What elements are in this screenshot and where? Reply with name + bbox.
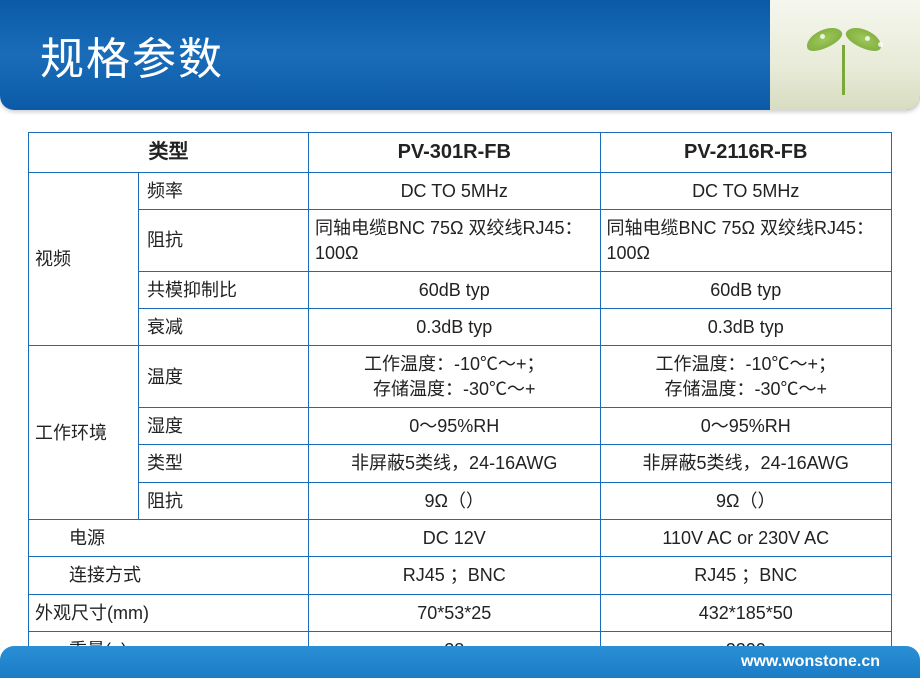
table-row: 湿度 0～95%RH 0～95%RH: [29, 408, 892, 445]
footer-bar: www.wonstone.cn: [0, 646, 920, 678]
table-row: 类型 非屏蔽5类线，24-16AWG 非屏蔽5类线，24-16AWG: [29, 445, 892, 482]
row-conn-a: RJ45 ；BNC: [309, 557, 601, 594]
row-imp-b: 同轴电缆BNC 75Ω 双绞线RJ45：100Ω: [600, 210, 892, 272]
row-cmrr-a: 60dB typ: [309, 271, 601, 308]
header-bar: 规格参数: [0, 0, 920, 110]
row-freq-b: DC TO 5MHz: [600, 173, 892, 210]
row-conn-b: RJ45 ；BNC: [600, 557, 892, 594]
table-row: 共模抑制比 60dB typ 60dB typ: [29, 271, 892, 308]
spec-table-container: 类型 PV-301R-FB PV-2116R-FB 视频 频率 DC TO 5M…: [0, 110, 920, 669]
row-cmrr-label: 共模抑制比: [139, 271, 309, 308]
row-ctype-b: 非屏蔽5类线，24-16AWG: [600, 445, 892, 482]
table-row: 阻抗 9Ω（） 9Ω（）: [29, 482, 892, 519]
col-model-b: PV-2116R-FB: [600, 133, 892, 173]
row-humid-a: 0～95%RH: [309, 408, 601, 445]
table-row: 工作环境 温度 工作温度：-10℃～+； 存储温度：-30℃～+ 工作温度：-1…: [29, 346, 892, 408]
table-row: 衰减 0.3dB typ 0.3dB typ: [29, 309, 892, 346]
section-video-label: 视频: [29, 173, 139, 346]
row-size-b: 432*185*50: [600, 594, 892, 631]
spec-table: 类型 PV-301R-FB PV-2116R-FB 视频 频率 DC TO 5M…: [28, 132, 892, 669]
table-header-row: 类型 PV-301R-FB PV-2116R-FB: [29, 133, 892, 173]
row-freq-label: 频率: [139, 173, 309, 210]
row-ctype-a: 非屏蔽5类线，24-16AWG: [309, 445, 601, 482]
page-title: 规格参数: [0, 23, 224, 87]
row-temp-b: 工作温度：-10℃～+； 存储温度：-30℃～+: [600, 346, 892, 408]
row-power-label: 电源: [29, 519, 309, 556]
row-imp-a: 同轴电缆BNC 75Ω 双绞线RJ45：100Ω: [309, 210, 601, 272]
row-atten-label: 衰减: [139, 309, 309, 346]
table-row: 视频 频率 DC TO 5MHz DC TO 5MHz: [29, 173, 892, 210]
row-atten-b: 0.3dB typ: [600, 309, 892, 346]
row-power-b: 110V AC or 230V AC: [600, 519, 892, 556]
row-size-label: 外观尺寸(mm): [29, 594, 309, 631]
header-decorative-image: [770, 0, 920, 110]
row-cmrr-b: 60dB typ: [600, 271, 892, 308]
row-temp-a: 工作温度：-10℃～+； 存储温度：-30℃～+: [309, 346, 601, 408]
row-cimp-b: 9Ω（）: [600, 482, 892, 519]
row-temp-label: 温度: [139, 346, 309, 408]
table-row: 外观尺寸(mm) 70*53*25 432*185*50: [29, 594, 892, 631]
table-row: 连接方式 RJ45 ；BNC RJ45 ；BNC: [29, 557, 892, 594]
col-type-label: 类型: [29, 133, 309, 173]
section-env-label: 工作环境: [29, 346, 139, 519]
row-humid-label: 湿度: [139, 408, 309, 445]
row-freq-a: DC TO 5MHz: [309, 173, 601, 210]
row-cimp-label: 阻抗: [139, 482, 309, 519]
row-humid-b: 0～95%RH: [600, 408, 892, 445]
row-imp-label: 阻抗: [139, 210, 309, 272]
footer-url: www.wonstone.cn: [741, 653, 880, 671]
row-ctype-label: 类型: [139, 445, 309, 482]
row-size-a: 70*53*25: [309, 594, 601, 631]
table-row: 电源 DC 12V 110V AC or 230V AC: [29, 519, 892, 556]
row-cimp-a: 9Ω（）: [309, 482, 601, 519]
row-conn-label: 连接方式: [29, 557, 309, 594]
col-model-a: PV-301R-FB: [309, 133, 601, 173]
row-power-a: DC 12V: [309, 519, 601, 556]
table-row: 阻抗 同轴电缆BNC 75Ω 双绞线RJ45：100Ω 同轴电缆BNC 75Ω …: [29, 210, 892, 272]
row-atten-a: 0.3dB typ: [309, 309, 601, 346]
